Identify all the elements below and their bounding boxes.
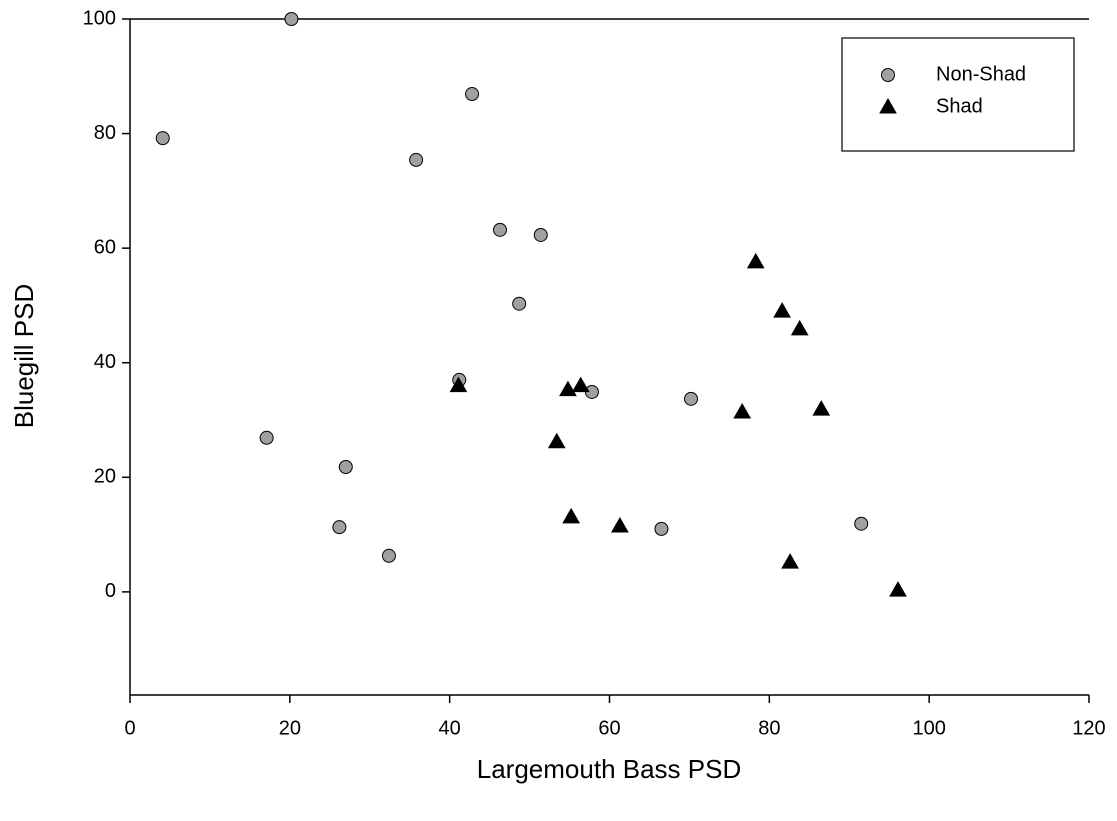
x-tick-label: 60 <box>598 717 620 739</box>
y-tick-label: 40 <box>94 351 116 373</box>
legend-marker <box>881 68 895 82</box>
point <box>562 507 581 524</box>
y-tick-label: 20 <box>94 466 116 488</box>
point <box>812 400 831 416</box>
point <box>611 516 629 533</box>
point <box>512 296 527 311</box>
point <box>571 376 590 393</box>
legend-box <box>841 37 1075 152</box>
point <box>889 581 907 597</box>
point <box>773 302 791 318</box>
x-tick-label: 100 <box>912 717 945 739</box>
y-axis-label: Bluegill PSD <box>9 284 39 429</box>
legend-label: Shad <box>936 95 983 117</box>
y-tick-label: 80 <box>94 122 116 144</box>
point <box>684 391 699 406</box>
point <box>854 516 869 531</box>
legend-marker <box>879 97 897 114</box>
point <box>332 520 347 535</box>
point <box>559 380 577 397</box>
point <box>654 521 669 536</box>
point <box>449 376 468 393</box>
x-tick-label: 0 <box>124 717 135 739</box>
point <box>746 252 765 269</box>
point <box>409 152 424 167</box>
x-axis-label: Largemouth Bass PSD <box>477 754 741 784</box>
y-tick-label: 100 <box>83 7 116 29</box>
point <box>381 548 396 563</box>
x-tick-label: 40 <box>439 717 461 739</box>
point <box>155 131 170 146</box>
x-tick-label: 80 <box>758 717 780 739</box>
x-tick-label: 120 <box>1072 717 1105 739</box>
point <box>284 12 299 26</box>
point <box>465 87 480 102</box>
point <box>790 319 809 336</box>
point <box>781 553 799 569</box>
point <box>493 222 508 237</box>
x-tick-label: 20 <box>279 717 301 739</box>
point <box>733 402 752 419</box>
y-tick-label: 60 <box>94 236 116 258</box>
point <box>547 432 566 449</box>
y-tick-label: 0 <box>105 580 116 602</box>
point <box>259 430 274 445</box>
point <box>338 459 353 474</box>
point <box>533 227 548 242</box>
legend-label: Non-Shad <box>936 63 1026 85</box>
